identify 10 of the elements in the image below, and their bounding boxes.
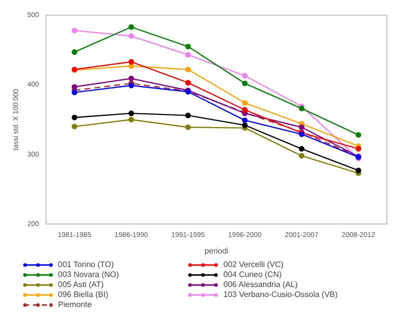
legend-label: 005 Asti (AT) <box>58 280 104 290</box>
legend-label: 001 Torino (TO) <box>58 260 114 270</box>
legend-label: 003 Novara (NO) <box>58 270 119 280</box>
legend-label: 006 Alessandria (AL) <box>223 280 298 290</box>
legend-label: 096 Biella (BI) <box>58 290 108 300</box>
legend-label: 004 Cuneo (CN) <box>223 270 282 280</box>
legend-label: Piemonte <box>58 300 92 310</box>
legend-label: 002 Vercelli (VC) <box>223 260 284 270</box>
legend-label: 103 Verbano-Cusio-Ossola (VB) <box>223 290 338 300</box>
x-axis-title: periodi <box>204 246 229 256</box>
